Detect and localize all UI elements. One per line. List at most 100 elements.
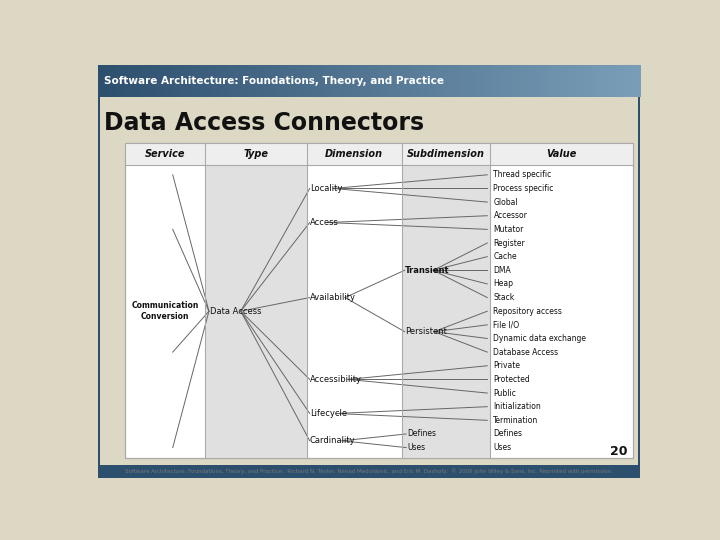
Bar: [385, 65, 387, 97]
Text: Access: Access: [310, 218, 338, 227]
Bar: [354, 65, 356, 97]
Bar: [476, 65, 478, 97]
Bar: [495, 65, 498, 97]
Bar: [564, 65, 567, 97]
Bar: [611, 65, 613, 97]
Bar: [373, 65, 375, 97]
Bar: [523, 65, 525, 97]
Bar: [494, 65, 496, 97]
Bar: [159, 65, 161, 97]
Bar: [165, 65, 167, 97]
Bar: [219, 65, 221, 97]
Text: Type: Type: [243, 149, 269, 159]
Bar: [633, 65, 635, 97]
Bar: [577, 65, 579, 97]
Bar: [340, 65, 342, 97]
Text: Thread specific: Thread specific: [493, 170, 552, 179]
Bar: [621, 65, 623, 97]
Bar: [356, 65, 359, 97]
Bar: [125, 143, 632, 457]
Bar: [536, 65, 538, 97]
Bar: [595, 65, 597, 97]
Bar: [179, 65, 181, 97]
Bar: [351, 65, 353, 97]
Bar: [184, 65, 186, 97]
Bar: [253, 65, 256, 97]
Bar: [228, 65, 230, 97]
Bar: [604, 65, 606, 97]
Bar: [526, 65, 528, 97]
Bar: [369, 65, 372, 97]
Bar: [130, 65, 132, 97]
Bar: [400, 65, 402, 97]
Bar: [123, 65, 125, 97]
Bar: [485, 65, 487, 97]
Bar: [343, 65, 346, 97]
Text: 20: 20: [610, 445, 627, 458]
Bar: [336, 65, 338, 97]
Bar: [462, 65, 464, 97]
Text: Dimension: Dimension: [325, 149, 383, 159]
Bar: [202, 65, 204, 97]
Bar: [299, 65, 301, 97]
Text: Heap: Heap: [493, 279, 513, 288]
Bar: [483, 65, 485, 97]
Bar: [246, 65, 248, 97]
Bar: [255, 65, 257, 97]
Bar: [639, 65, 641, 97]
Bar: [311, 65, 313, 97]
Bar: [418, 65, 420, 97]
Bar: [501, 65, 503, 97]
Bar: [516, 65, 518, 97]
Bar: [624, 65, 626, 97]
Bar: [300, 65, 302, 97]
Bar: [353, 65, 355, 97]
Bar: [572, 65, 574, 97]
Bar: [550, 65, 552, 97]
Bar: [628, 65, 630, 97]
Bar: [148, 65, 150, 97]
Bar: [580, 65, 582, 97]
Bar: [318, 65, 320, 97]
Bar: [573, 65, 575, 97]
Bar: [579, 65, 581, 97]
Bar: [374, 65, 377, 97]
Bar: [280, 65, 282, 97]
Bar: [322, 65, 324, 97]
Bar: [205, 143, 307, 457]
Text: Dynamic data exchange: Dynamic data exchange: [493, 334, 587, 343]
Bar: [127, 65, 129, 97]
Text: Uses: Uses: [408, 443, 426, 452]
Bar: [110, 65, 112, 97]
Bar: [506, 65, 508, 97]
Bar: [459, 65, 462, 97]
Bar: [134, 65, 136, 97]
Bar: [562, 65, 564, 97]
Bar: [421, 65, 423, 97]
Bar: [626, 65, 628, 97]
Bar: [582, 65, 585, 97]
Bar: [590, 65, 592, 97]
Bar: [282, 65, 284, 97]
Bar: [261, 65, 263, 97]
Text: Service: Service: [145, 149, 185, 159]
Bar: [273, 65, 275, 97]
Text: Cache: Cache: [493, 252, 517, 261]
Bar: [524, 65, 527, 97]
Bar: [608, 65, 610, 97]
Bar: [217, 65, 220, 97]
Bar: [364, 65, 366, 97]
Bar: [156, 65, 158, 97]
Bar: [313, 65, 315, 97]
Text: Lifecycle: Lifecycle: [310, 409, 347, 418]
Bar: [539, 65, 541, 97]
Bar: [402, 143, 490, 457]
Text: Data Access Connectors: Data Access Connectors: [104, 111, 424, 134]
Bar: [384, 65, 386, 97]
Bar: [98, 65, 100, 97]
Text: Data Access: Data Access: [210, 307, 261, 316]
Bar: [378, 65, 380, 97]
Bar: [264, 65, 266, 97]
Bar: [508, 65, 510, 97]
Bar: [469, 65, 471, 97]
